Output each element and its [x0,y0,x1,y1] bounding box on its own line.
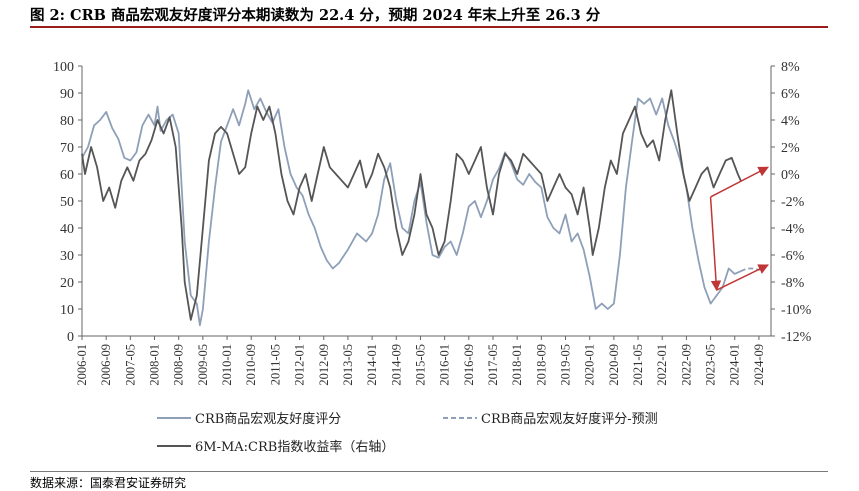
x-tick-label: 2011-05 [268,344,282,385]
right-tick-label: -12% [781,330,812,345]
x-tick-label: 2012-01 [293,344,307,386]
left-tick-label: 10 [60,303,74,318]
x-tick-label: 2019-05 [559,344,573,386]
left-tick-label: 100 [53,60,74,75]
x-tick-label: 2024-01 [728,344,742,386]
x-tick-label: 2015-05 [413,344,427,386]
x-tick-label: 2012-09 [317,344,331,386]
right-tick-label: 2% [781,141,800,156]
legend-label: 6M-MA:CRB指数收益率（右轴） [195,439,394,455]
x-tick-label: 2020-09 [607,344,621,386]
series-line-crb-return-6m-ma [81,89,742,321]
x-tick-label: 2022-01 [655,344,669,386]
left-tick-label: 30 [60,249,74,264]
annotation-arrow [710,166,769,198]
x-tick-label: 2006-01 [75,344,89,386]
x-tick-label: 2013-05 [341,344,355,386]
x-tick-label: 2014-09 [389,344,403,386]
legend-label: CRB商品宏观友好度评分-预测 [481,411,658,427]
x-tick-label: 2020-01 [583,344,597,386]
x-tick-label: 2024-09 [752,344,766,386]
right-tick-label: 6% [781,87,800,102]
x-tick-label: 2010-09 [244,344,258,386]
title-rule [30,26,828,28]
series-line-score [81,89,742,327]
right-tick-label: -4% [781,222,805,237]
x-tick-label: 2008-09 [172,344,186,386]
left-tick-label: 70 [60,141,74,156]
x-tick-label: 2008-01 [148,344,162,386]
left-tick-label: 40 [60,222,74,237]
chart-title: 图 2: CRB 商品宏观友好度评分本期读数为 22.4 分，预期 2024 年… [30,7,601,24]
x-tick-label: 2021-05 [631,344,645,386]
left-tick-label: 80 [60,114,74,129]
x-tick-label: 2022-09 [679,344,693,386]
x-tick-label: 2007-05 [123,344,137,386]
annotation-arrow [709,196,722,292]
right-tick-label: 0% [781,168,800,183]
x-tick-label: 2023-05 [704,344,718,386]
right-tick-label: -10% [781,303,812,318]
source-note: 数据来源：国泰君安证券研究 [30,476,187,490]
x-tick-label: 2018-01 [510,344,524,386]
source-rule [30,471,828,472]
x-tick-label: 2014-01 [365,344,379,386]
left-tick-label: 0 [67,330,74,345]
right-tick-label: -6% [781,249,805,264]
legend-label: CRB商品宏观友好度评分 [195,411,341,427]
right-tick-label: 4% [781,114,800,129]
x-tick-label: 2006-09 [99,344,113,386]
x-tick-label: 2018-09 [534,344,548,386]
left-tick-label: 20 [60,276,74,291]
x-tick-label: 2016-09 [462,344,476,386]
right-tick-label: -8% [781,276,805,291]
right-tick-label: -2% [781,195,805,210]
left-tick-label: 90 [60,87,74,102]
x-tick-label: 2017-05 [486,344,500,386]
x-tick-label: 2009-05 [196,344,210,386]
x-tick-label: 2016-01 [438,344,452,386]
series-line-score-forecast [740,264,769,273]
right-tick-label: 8% [781,60,800,75]
x-tick-label: 2010-01 [220,344,234,386]
left-tick-label: 60 [60,168,74,183]
left-tick-label: 50 [60,195,74,210]
annotation-arrow [716,264,769,291]
